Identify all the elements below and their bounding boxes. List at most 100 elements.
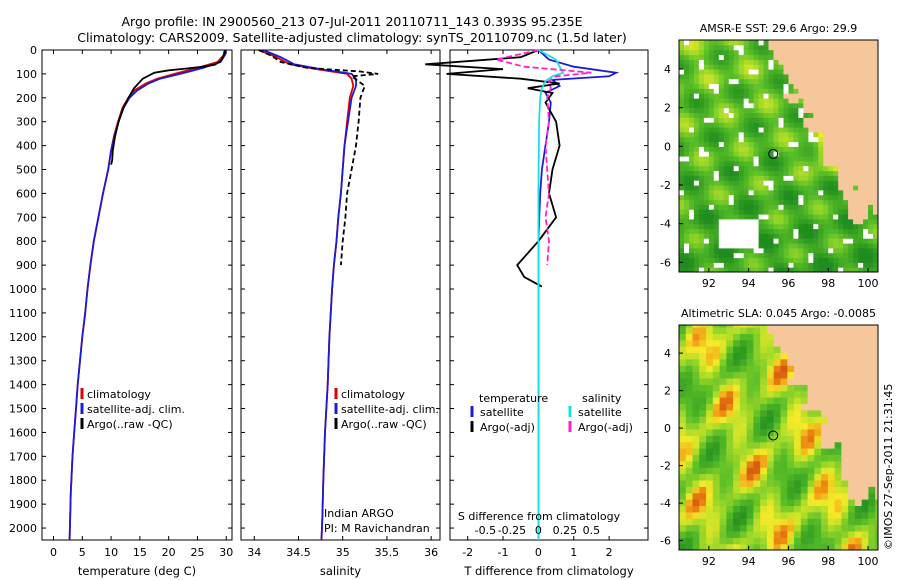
- map-cell: [848, 136, 854, 143]
- map-cell: [800, 543, 809, 550]
- map-cell: [773, 98, 780, 104]
- legend-header: temperature: [479, 392, 548, 405]
- map-cell: [848, 102, 854, 109]
- map-cell: [723, 136, 730, 143]
- map-cell: [753, 352, 761, 360]
- map-cell: [807, 358, 815, 366]
- map-cell: [778, 194, 785, 201]
- map-cell: [808, 93, 814, 99]
- map-cell: [739, 530, 748, 538]
- map-cell: [760, 416, 768, 424]
- map-cell: [778, 136, 785, 143]
- map-cell: [689, 107, 695, 114]
- map-cell: [712, 422, 721, 430]
- map-cell: [827, 441, 836, 449]
- map-cell: [783, 59, 790, 65]
- map-cell: [794, 435, 802, 443]
- map-cell: [684, 83, 690, 89]
- map-cell: [753, 151, 760, 157]
- map-cell: [873, 267, 878, 272]
- map-cell: [767, 384, 775, 392]
- map-cell: [726, 537, 734, 545]
- map-cell: [698, 218, 705, 225]
- map-cell: [718, 218, 725, 225]
- map-cell: [748, 252, 755, 259]
- map-cell: [773, 156, 780, 162]
- map-cell: [708, 194, 715, 201]
- map-cell: [767, 339, 775, 347]
- map-cell: [861, 352, 870, 360]
- map-cell: [713, 102, 720, 109]
- map-cell: [873, 107, 878, 114]
- map-cell: [706, 365, 714, 373]
- header-line2: Climatology: CARS2009. Satellite-adjuste…: [77, 30, 627, 45]
- map-cell: [863, 107, 869, 114]
- map-cell: [773, 492, 782, 500]
- map-cell: [746, 377, 755, 385]
- map-cell: [768, 151, 775, 157]
- map-cell: [843, 247, 849, 254]
- map-cell: [873, 214, 878, 220]
- map-cell: [768, 59, 775, 65]
- map-cell: [868, 243, 874, 249]
- map-cell: [853, 262, 859, 268]
- map-cell: [794, 397, 802, 404]
- map-cell: [800, 371, 809, 379]
- map-cell: [875, 416, 878, 424]
- map-cell: [818, 127, 824, 133]
- map-cell: [703, 228, 710, 234]
- map-cell: [748, 98, 755, 104]
- map-cell: [821, 537, 829, 545]
- map-cell: [738, 64, 745, 70]
- map-cell: [803, 98, 809, 104]
- map-cell: [838, 238, 844, 244]
- map-cell: [821, 530, 829, 538]
- map-cell: [763, 170, 770, 176]
- map-cell: [733, 346, 741, 353]
- map-cell: [828, 180, 834, 186]
- map-cell: [807, 333, 815, 341]
- map-cell: [778, 243, 785, 249]
- map-cell: [827, 511, 836, 519]
- map-cell: [827, 397, 836, 404]
- map-cell: [841, 473, 849, 481]
- map-cell: [679, 151, 685, 157]
- map-cell: [833, 49, 839, 56]
- map-cell: [818, 233, 824, 239]
- map-cell: [783, 88, 790, 94]
- map-cell: [693, 59, 700, 65]
- map-cell: [743, 180, 750, 186]
- map-cell: [739, 346, 748, 353]
- map-cell: [783, 180, 790, 186]
- map-cell: [800, 460, 809, 468]
- map-cell: [800, 397, 809, 404]
- map-cell: [733, 377, 741, 385]
- depth-tick-label: 1300: [9, 355, 37, 368]
- map-cell: [763, 44, 770, 51]
- map-cell: [748, 131, 755, 138]
- x-tick-label: 20: [162, 546, 176, 559]
- map-cell: [823, 117, 829, 123]
- map-cell: [743, 117, 750, 123]
- map-cell: [679, 78, 685, 85]
- map-cell: [726, 505, 734, 513]
- map-cell: [875, 371, 878, 379]
- map-cell: [827, 384, 836, 392]
- map-cell: [679, 352, 687, 360]
- map-cell: [739, 384, 748, 392]
- map-cell: [773, 390, 782, 398]
- map-cell: [807, 454, 815, 462]
- map-cell: [818, 160, 824, 167]
- map-cell: [863, 228, 869, 234]
- map-cell: [738, 214, 745, 220]
- map-cell: [723, 122, 730, 128]
- map-cell: [698, 185, 705, 191]
- map-cell: [773, 435, 782, 443]
- map-cell: [773, 141, 780, 147]
- map-cell: [743, 243, 750, 249]
- map-cell: [794, 524, 802, 532]
- map-cell: [733, 204, 740, 210]
- map-cell: [763, 131, 770, 138]
- map-cell: [788, 194, 795, 201]
- map-cell: [813, 199, 819, 205]
